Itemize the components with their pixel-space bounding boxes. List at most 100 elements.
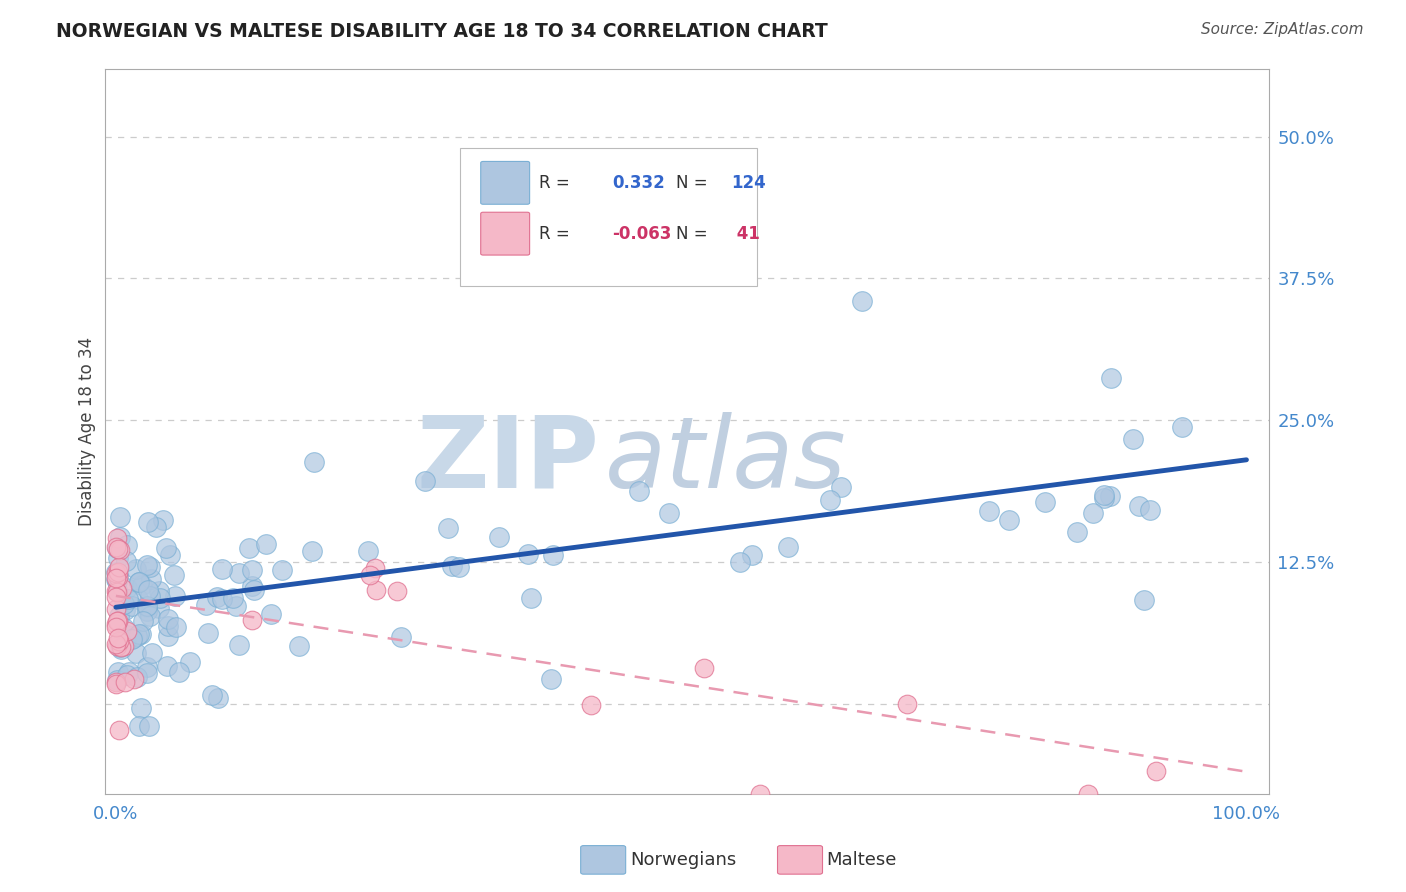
Point — [389, 630, 412, 644]
Point — [104, 584, 127, 599]
Point — [107, 569, 129, 583]
Point — [104, 675, 127, 690]
Point — [107, 723, 129, 738]
Point — [104, 571, 127, 585]
Point — [107, 585, 129, 599]
Point — [135, 604, 157, 618]
Point — [139, 560, 162, 574]
Point — [104, 565, 127, 579]
Point — [243, 582, 266, 597]
Point — [1098, 489, 1121, 503]
Text: NORWEGIAN VS MALTESE DISABILITY AGE 18 TO 34 CORRELATION CHART: NORWEGIAN VS MALTESE DISABILITY AGE 18 T… — [56, 22, 828, 41]
Point — [225, 599, 247, 613]
Point — [357, 543, 380, 558]
Point — [136, 599, 159, 613]
Point — [136, 516, 159, 530]
Text: Norwegians: Norwegians — [630, 851, 737, 869]
Point — [1170, 420, 1192, 434]
Point — [135, 599, 157, 614]
Point — [301, 543, 323, 558]
Point — [260, 607, 283, 621]
Text: 0.332: 0.332 — [612, 174, 665, 192]
Point — [107, 569, 129, 583]
Text: N =: N = — [676, 174, 709, 192]
Point — [141, 647, 163, 661]
Point — [1066, 525, 1088, 540]
Point — [152, 513, 174, 527]
Point — [165, 620, 187, 634]
Point — [830, 480, 852, 494]
Point — [104, 541, 127, 555]
Point — [135, 665, 157, 680]
Text: R =: R = — [538, 225, 569, 243]
Point — [114, 621, 136, 635]
Point — [1083, 506, 1105, 520]
Point — [540, 672, 562, 686]
FancyBboxPatch shape — [460, 148, 756, 286]
Point — [110, 543, 132, 558]
Point — [163, 589, 186, 603]
Point — [111, 581, 134, 595]
FancyBboxPatch shape — [481, 212, 530, 255]
Point — [156, 619, 179, 633]
Point — [364, 560, 387, 574]
Point — [128, 627, 150, 641]
Point — [105, 615, 128, 629]
Point — [104, 677, 127, 691]
Point — [108, 634, 131, 648]
Point — [107, 551, 129, 566]
Point — [108, 509, 131, 524]
Point — [105, 620, 128, 634]
Point — [197, 626, 219, 640]
Point — [240, 614, 263, 628]
Point — [167, 665, 190, 680]
Point — [1122, 432, 1144, 446]
Point — [105, 637, 128, 651]
Point — [115, 624, 138, 638]
Point — [818, 492, 841, 507]
Point — [127, 591, 149, 606]
Point — [1092, 491, 1115, 505]
Y-axis label: Disability Age 18 to 34: Disability Age 18 to 34 — [79, 337, 96, 526]
Point — [155, 541, 177, 555]
Text: Maltese: Maltese — [827, 851, 897, 869]
Text: -0.063: -0.063 — [612, 225, 672, 243]
Point — [121, 632, 143, 646]
Point — [107, 542, 129, 557]
Point — [136, 582, 159, 597]
Point — [240, 563, 263, 577]
Point — [163, 568, 186, 582]
Point — [138, 608, 160, 623]
Point — [851, 293, 873, 308]
Point — [128, 719, 150, 733]
Point — [148, 584, 170, 599]
Point — [129, 701, 152, 715]
Point — [139, 572, 162, 586]
Point — [488, 530, 510, 544]
Point — [1099, 371, 1122, 385]
Point — [628, 483, 651, 498]
Point — [998, 513, 1021, 527]
Point — [105, 572, 128, 586]
Text: Source: ZipAtlas.com: Source: ZipAtlas.com — [1201, 22, 1364, 37]
Point — [447, 560, 470, 574]
Point — [159, 548, 181, 562]
Point — [131, 578, 153, 592]
Point — [108, 608, 131, 623]
Point — [117, 592, 139, 607]
Point — [115, 667, 138, 681]
Point — [139, 589, 162, 603]
Point — [1094, 488, 1116, 502]
Point — [211, 592, 233, 607]
Point — [122, 632, 145, 646]
Point — [121, 599, 143, 613]
Point — [271, 563, 294, 577]
Point — [437, 521, 460, 535]
Point — [211, 562, 233, 576]
Point — [114, 675, 136, 690]
Point — [156, 659, 179, 673]
Point — [359, 568, 381, 582]
FancyBboxPatch shape — [481, 161, 530, 204]
Point — [148, 600, 170, 615]
Point — [104, 616, 127, 631]
